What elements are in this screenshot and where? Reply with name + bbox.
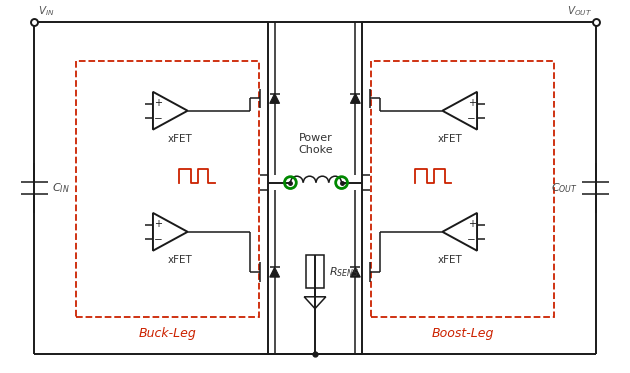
Text: +: + (154, 98, 163, 108)
Text: $C_{IN}$: $C_{IN}$ (52, 181, 70, 195)
Text: +: + (154, 219, 163, 229)
Polygon shape (350, 94, 360, 103)
Text: xFET: xFET (438, 134, 462, 144)
Text: Boost-Leg: Boost-Leg (432, 327, 494, 340)
Text: −: − (467, 114, 476, 123)
Text: +: + (467, 98, 476, 108)
Text: $V_{OUT}$: $V_{OUT}$ (566, 4, 592, 18)
Bar (371, 60, 554, 317)
Polygon shape (270, 94, 280, 103)
Text: Buck-Leg: Buck-Leg (139, 327, 196, 340)
Polygon shape (270, 267, 280, 277)
Bar (76, 60, 259, 317)
Text: $R_{SENS}$: $R_{SENS}$ (329, 265, 359, 279)
Text: Power
Choke: Power Choke (299, 133, 333, 155)
Text: xFET: xFET (168, 134, 192, 144)
Text: +: + (467, 219, 476, 229)
Text: xFET: xFET (168, 256, 192, 266)
Bar (306, 256, 324, 288)
Text: −: − (154, 114, 163, 123)
Polygon shape (350, 267, 360, 277)
Text: −: − (154, 235, 163, 245)
Text: −: − (467, 235, 476, 245)
Text: xFET: xFET (438, 256, 462, 266)
Text: $V_{IN}$: $V_{IN}$ (38, 4, 55, 18)
Text: $C_{OUT}$: $C_{OUT}$ (551, 181, 578, 195)
